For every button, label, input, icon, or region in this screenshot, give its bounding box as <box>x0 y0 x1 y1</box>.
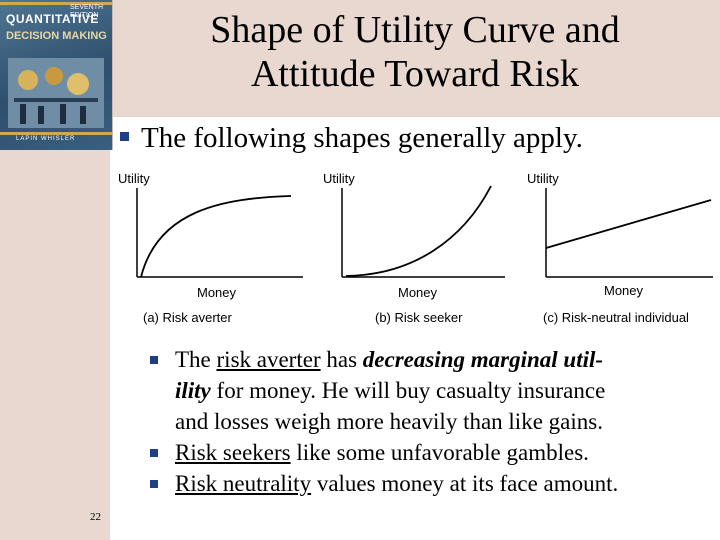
main-bullet-text: The following shapes generally apply. <box>141 122 583 154</box>
cover-authors: LAPIN WHISLER <box>16 136 76 142</box>
book-cover-image: SEVENTH EDITION QUANTITATIVE DECISION MAK… <box>0 0 113 150</box>
emphasis-decreasing-marginal-utility: decreasing marginal util- <box>362 347 604 372</box>
panel-c-caption: (c) Risk-neutral individual <box>543 310 689 325</box>
bullet-square-icon <box>150 449 158 457</box>
cover-stripe-bottom <box>0 132 112 135</box>
term-risk-seekers: Risk seekers <box>175 440 291 465</box>
slide-title-line1: Shape of Utility Curve and <box>210 9 620 51</box>
bullet-square-icon <box>150 480 158 488</box>
panel-b-y-label: Utility <box>323 171 355 186</box>
panel-a-y-label: Utility <box>118 171 150 186</box>
cover-brand-line1: QUANTITATIVE <box>6 12 99 26</box>
bullet-risk-neutrality: Risk neutrality values money at its face… <box>150 468 720 499</box>
header-band <box>0 0 720 117</box>
panel-risk-seeker: Utility Money (b) Risk seeker <box>323 171 505 325</box>
panel-c-x-label: Money <box>604 283 644 298</box>
panel-risk-neutral: Utility Money (c) Risk-neutral individua… <box>527 171 713 325</box>
panel-b-caption: (b) Risk seeker <box>375 310 463 325</box>
cover-stripe <box>0 2 112 5</box>
main-bullet: The following shapes generally apply. <box>120 122 583 155</box>
slide-number: 22 <box>90 511 101 523</box>
bullet-risk-seekers: Risk seekers like some unfavorable gambl… <box>150 437 720 468</box>
panel-risk-averter: Utility Money (a) Risk averter <box>118 171 303 325</box>
cover-brand-line2: DECISION MAKING <box>6 30 107 42</box>
cover-illustration <box>8 58 104 128</box>
slide-title: Shape of Utility Curve and Attitude Towa… <box>150 8 680 96</box>
bullet-square-icon <box>120 131 129 141</box>
left-sidebar-band <box>0 117 110 540</box>
term-risk-averter: risk averter <box>216 347 321 372</box>
body-bullet-list: The risk averter has decreasing marginal… <box>150 344 720 499</box>
term-risk-neutrality: Risk neutrality <box>175 471 312 496</box>
panel-c-line <box>545 199 712 249</box>
panel-a-curve <box>140 195 292 278</box>
panel-c-y-label: Utility <box>527 171 559 186</box>
slide-title-line2: Attitude Toward Risk <box>250 53 580 95</box>
panel-b-curve <box>345 185 492 277</box>
panel-b-x-label: Money <box>398 285 438 300</box>
bullet-square-icon <box>150 356 158 364</box>
bullet-risk-averter: The risk averter has decreasing marginal… <box>150 344 720 437</box>
panel-a-caption: (a) Risk averter <box>143 310 233 325</box>
cover-edition: SEVENTH EDITION <box>70 4 104 19</box>
panel-a-x-label: Money <box>197 285 237 300</box>
utility-curves-figure: Utility Money (a) Risk averter Utility M… <box>113 160 720 335</box>
